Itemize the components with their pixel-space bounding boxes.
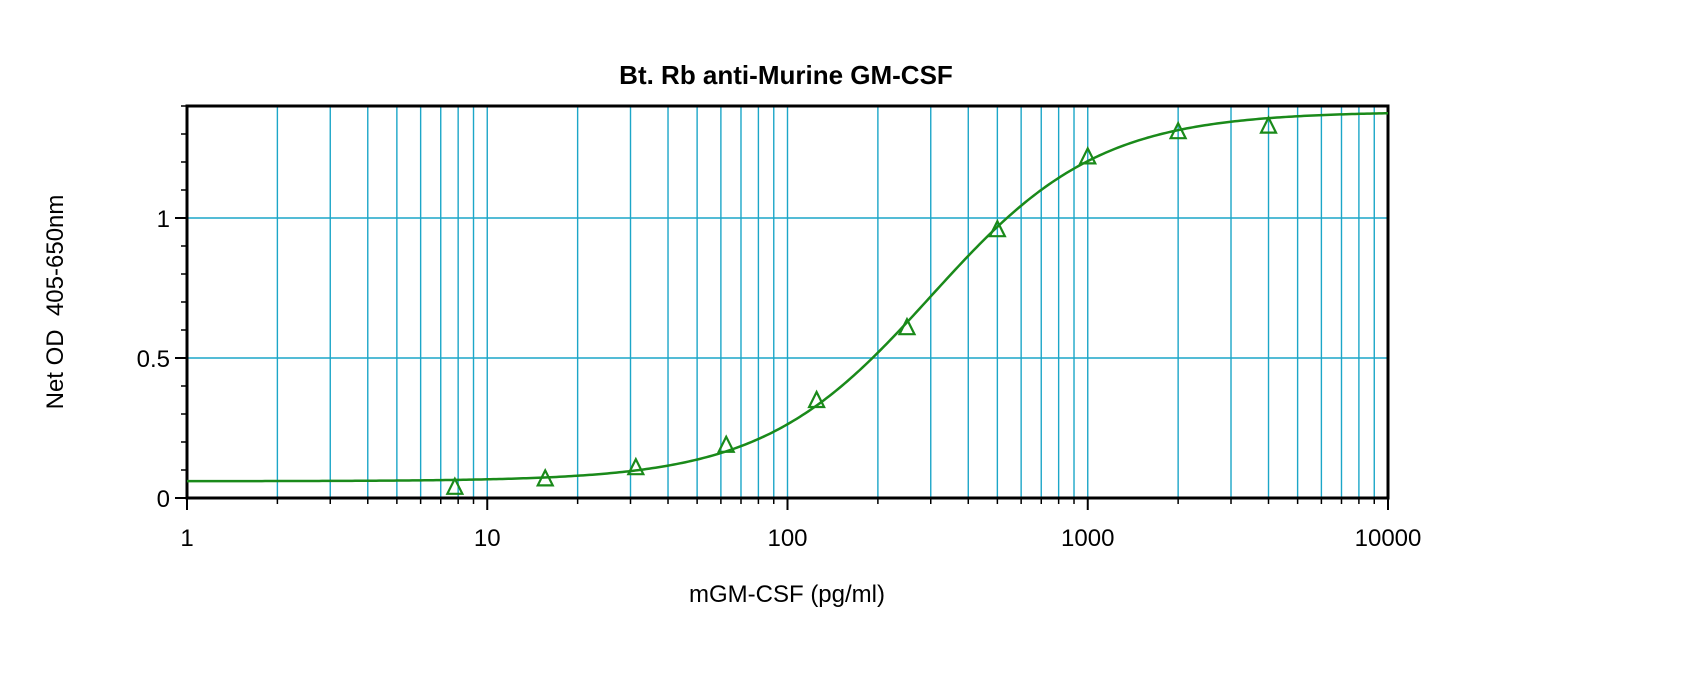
y-tick-label: 0.5 — [137, 346, 170, 373]
x-tick-label: 10000 — [1355, 525, 1422, 552]
y-tick-labels: 00.51 — [137, 206, 170, 513]
x-axis-label: mGM-CSF (pg/ml) — [689, 581, 885, 608]
y-tick-label: 0 — [157, 486, 170, 513]
data-point — [1259, 115, 1278, 134]
y-axis-label: Net OD 405-650nm — [42, 195, 69, 410]
x-tick-label: 100 — [767, 525, 807, 552]
axis-ticks — [175, 105, 1389, 510]
data-point — [445, 476, 465, 495]
data-point — [988, 218, 1007, 238]
grid — [187, 106, 1388, 498]
x-tick-label: 1 — [180, 525, 193, 552]
x-tick-label: 10 — [474, 525, 501, 552]
x-tick-labels: 1 10 100 1000 10000 — [180, 525, 1421, 552]
data-points — [445, 115, 1278, 495]
fit-curve — [186, 111, 1389, 483]
data-point — [716, 434, 736, 453]
data-point — [807, 389, 826, 409]
data-point — [1168, 120, 1188, 140]
data-point — [897, 316, 917, 336]
data-point — [535, 467, 555, 487]
data-point — [1078, 145, 1098, 165]
y-tick-label: 1 — [157, 206, 170, 233]
x-tick-label: 1000 — [1061, 525, 1114, 552]
data-point — [626, 456, 646, 476]
chart-title: Bt. Rb anti-Murine GM-CSF — [619, 60, 953, 90]
